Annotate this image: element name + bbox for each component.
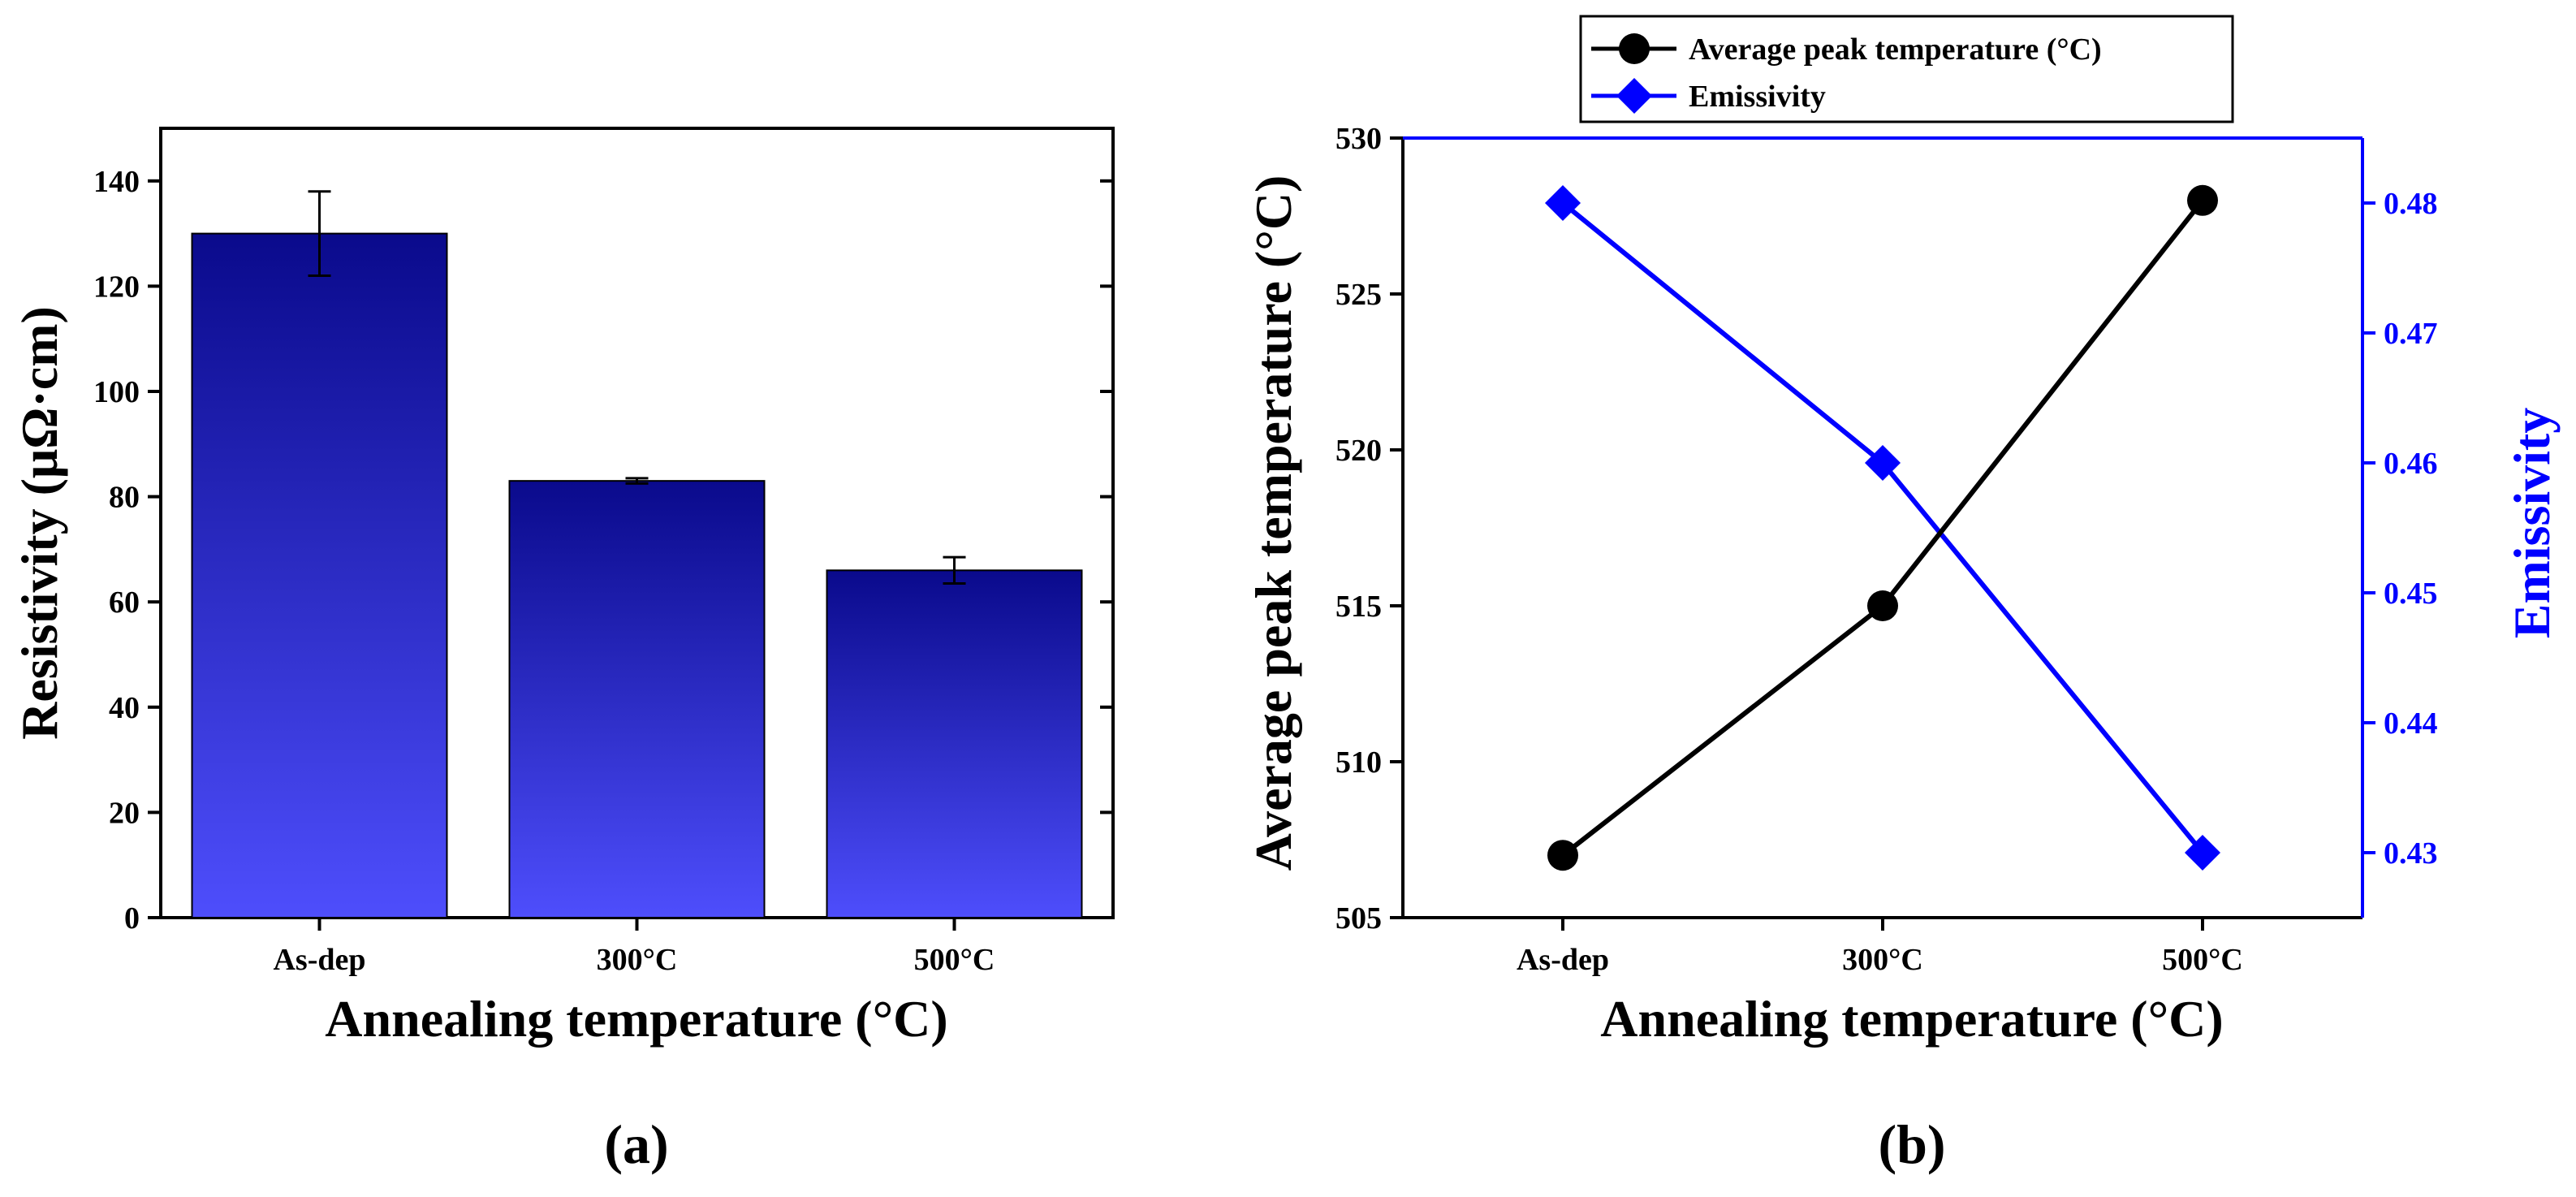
y-tick-label: 120	[93, 270, 140, 304]
right-y-tick-label: 0.44	[2384, 707, 2438, 741]
y-tick-label: 20	[109, 796, 140, 830]
left-y-tick-label: 530	[1335, 122, 1382, 156]
error-bar-3	[943, 555, 966, 586]
panel-b-temperature-emissivity-chart: 505 510 515 520 525 530 0.43 0.44 0.45 0.46 0.47 0.…	[1245, 15, 2561, 1175]
y-tick-label: 60	[109, 586, 140, 620]
left-y-tick-label: 510	[1335, 745, 1382, 780]
right-y-tick-label: 0.47	[2384, 317, 2438, 351]
legend-box	[1579, 15, 2234, 123]
emissivity-point-1	[1545, 185, 1581, 221]
error-bar-2	[625, 477, 649, 485]
left-y-tick-label: 525	[1335, 278, 1382, 312]
legend-label-emissivity: Emissivity	[1689, 80, 1826, 114]
panel-b-right-axis-title: Emissivity	[2503, 408, 2561, 638]
panel-a-x-axis-title: Annealing temperature (°C)	[325, 990, 947, 1048]
y-tick-label: 100	[93, 375, 140, 409]
x-tick-label: 500°C	[2162, 943, 2243, 977]
right-y-tick-label: 0.46	[2384, 447, 2438, 481]
panel-a-y-ticks: 0 20 40 60 80 100 120 140	[93, 165, 1113, 936]
bar-3	[826, 569, 1083, 918]
bar-2	[508, 480, 766, 918]
left-y-tick-label: 505	[1335, 901, 1382, 936]
x-tick-label: 300°C	[597, 943, 678, 977]
y-tick-label: 80	[109, 481, 140, 515]
right-y-tick-label: 0.43	[2384, 836, 2438, 871]
legend-label-temperature: Average peak temperature (°C)	[1689, 32, 2102, 67]
panel-b-series	[1545, 184, 2220, 871]
y-tick-label: 140	[93, 165, 140, 199]
panel-a-x-ticks: As-dep 300°C 500°C	[273, 918, 995, 977]
emissivity-line	[1561, 201, 2205, 854]
legend-marker-emissivity	[1616, 78, 1652, 114]
legend-marker-temperature	[1619, 33, 1650, 64]
temperature-point-1	[1547, 840, 1578, 871]
x-tick-label: As-dep	[273, 943, 365, 977]
panel-b-label: (b)	[1878, 1113, 1945, 1175]
panel-b-x-axis-title: Annealing temperature (°C)	[1600, 990, 2223, 1048]
error-bar-1	[308, 190, 331, 277]
y-tick-label: 40	[109, 691, 140, 725]
emissivity-point-3	[2185, 835, 2220, 871]
x-tick-label: 300°C	[1842, 943, 1923, 977]
right-y-tick-label: 0.45	[2384, 577, 2438, 611]
panel-b-legend: Average peak temperature (°C) Emissivity	[1579, 15, 2234, 123]
panel-b-left-axis-title: Average peak temperature (°C)	[1245, 175, 1302, 871]
panel-b-ticks: 505 510 515 520 525 530 0.43 0.44 0.45 0.46 0.47 0.…	[1335, 122, 2438, 977]
temperature-point-3	[2187, 184, 2218, 216]
temperature-line	[1561, 198, 2205, 858]
emissivity-point-2	[1865, 445, 1901, 481]
panel-a-label: (a)	[604, 1113, 668, 1175]
right-y-tick-label: 0.48	[2384, 187, 2438, 221]
x-tick-label: As-dep	[1517, 943, 1609, 977]
bar-1	[191, 232, 448, 919]
temperature-point-2	[1867, 590, 1898, 621]
panel-a-resistivity-chart: 0 20 40 60 80 100 120 140 As-dep 300°C 500°C Anne…	[11, 127, 1115, 1175]
x-tick-label: 500°C	[914, 943, 995, 977]
left-y-tick-label: 515	[1335, 590, 1382, 624]
panel-a-y-axis-title: Resistivity (μΩ·cm)	[11, 306, 68, 740]
panel-a-bars	[191, 190, 1083, 919]
left-y-tick-label: 520	[1335, 434, 1382, 468]
y-tick-label: 0	[124, 901, 140, 936]
